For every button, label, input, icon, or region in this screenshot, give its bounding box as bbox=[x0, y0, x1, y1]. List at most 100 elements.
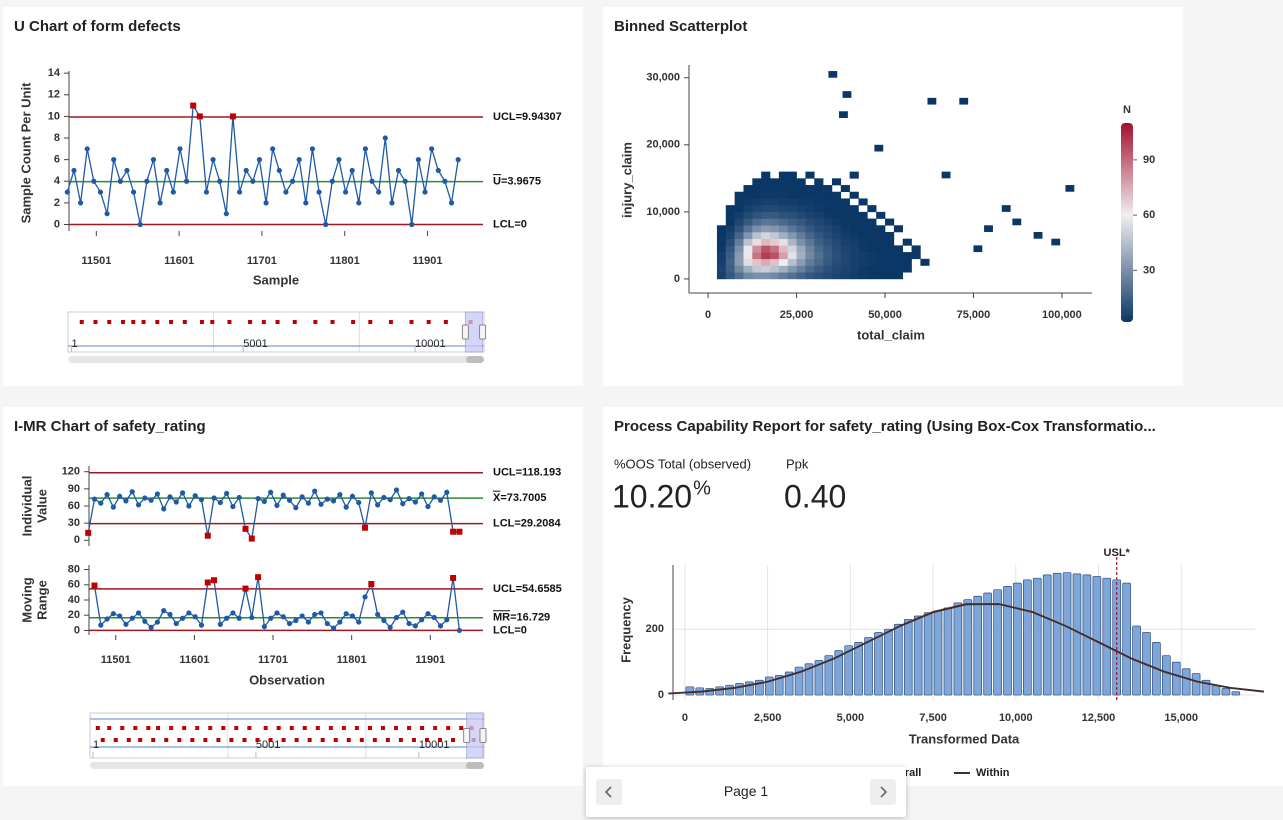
bin-cell bbox=[840, 231, 850, 239]
legend-label: Within bbox=[976, 767, 1010, 779]
bin-cell bbox=[885, 238, 895, 246]
bin-cell bbox=[761, 265, 771, 273]
bin-cell bbox=[858, 225, 868, 233]
bin-cell bbox=[831, 265, 842, 273]
navigator-flag bbox=[330, 320, 335, 324]
x-tick-label: 11901 bbox=[415, 654, 445, 666]
navigator-tick-label: 5001 bbox=[256, 739, 280, 751]
point bbox=[276, 167, 282, 174]
navigator-flag bbox=[385, 738, 390, 742]
bin-cell bbox=[734, 252, 744, 260]
histogram-bar bbox=[784, 671, 794, 696]
bin-cell bbox=[787, 245, 797, 253]
bin-cell bbox=[814, 218, 824, 226]
point bbox=[349, 167, 355, 174]
histogram-bar bbox=[1032, 577, 1042, 696]
bin-cell bbox=[814, 198, 824, 206]
bin-cell bbox=[831, 198, 842, 206]
alarm-point bbox=[91, 582, 98, 589]
point bbox=[77, 200, 84, 206]
bin-cell bbox=[849, 191, 859, 199]
x-axis-label: total_claim bbox=[857, 327, 925, 342]
bin-cell bbox=[716, 252, 727, 260]
point bbox=[437, 623, 444, 629]
x-tick-label: 75,000 bbox=[957, 309, 991, 321]
bin-cell bbox=[796, 245, 806, 253]
limit-label: LCL=29.2084 bbox=[493, 518, 561, 530]
point bbox=[349, 493, 356, 499]
bin-cell bbox=[858, 272, 868, 280]
x-tick-label: 2,500 bbox=[754, 712, 782, 724]
bin-cell bbox=[885, 231, 895, 239]
y-axis-label: injury_claim bbox=[619, 142, 634, 218]
bin-cell bbox=[823, 258, 833, 266]
navigator-flag bbox=[292, 320, 297, 324]
bin-cell bbox=[796, 225, 806, 233]
prev-page-button[interactable] bbox=[596, 779, 622, 805]
bin-cell bbox=[814, 272, 824, 280]
bin-cell bbox=[743, 245, 753, 253]
navigator-flag bbox=[443, 320, 448, 324]
x-tick-label: 10,000 bbox=[999, 712, 1033, 724]
bin-cell bbox=[734, 231, 744, 239]
bin-cell bbox=[778, 185, 789, 193]
bin-cell bbox=[823, 272, 833, 280]
point bbox=[400, 609, 406, 615]
bin-cell bbox=[787, 191, 797, 199]
navigator-flag bbox=[141, 320, 146, 324]
navigator-flag bbox=[380, 726, 385, 730]
bin-cell bbox=[849, 272, 859, 280]
bin-cell bbox=[796, 252, 806, 260]
bin-cell bbox=[725, 258, 735, 266]
histogram-bar bbox=[894, 623, 903, 696]
point bbox=[154, 491, 161, 497]
bin-cell bbox=[814, 225, 824, 233]
point bbox=[186, 610, 192, 616]
navigator-flag bbox=[346, 738, 351, 742]
page-label: Page 1 bbox=[723, 783, 769, 799]
bin-cell bbox=[805, 225, 815, 233]
histogram-bar bbox=[834, 650, 844, 696]
point bbox=[393, 487, 400, 493]
bin-cell bbox=[743, 258, 753, 266]
alarm-point bbox=[196, 113, 203, 120]
navigator-flag bbox=[359, 738, 364, 742]
bin-cell bbox=[867, 252, 877, 260]
point bbox=[409, 221, 415, 228]
navigator-flag bbox=[199, 320, 204, 324]
point bbox=[117, 178, 123, 184]
histogram-bar bbox=[1231, 691, 1241, 696]
bin-cell bbox=[828, 71, 838, 78]
histogram-bar bbox=[854, 642, 863, 696]
bin-cell bbox=[823, 198, 833, 206]
bin-cell bbox=[885, 245, 895, 253]
x-tick-label: 15,000 bbox=[1164, 712, 1198, 724]
point bbox=[261, 624, 267, 630]
histogram-bar bbox=[993, 589, 1002, 696]
navigator-handle bbox=[479, 728, 487, 743]
bin-cell bbox=[840, 252, 850, 260]
point bbox=[422, 189, 428, 195]
navigator-flag bbox=[409, 320, 414, 324]
bin-cell bbox=[814, 191, 824, 199]
y-tick-label: 6 bbox=[54, 154, 60, 166]
point bbox=[224, 490, 230, 497]
limit-label: LCL=0 bbox=[493, 624, 527, 636]
navigator-flag bbox=[276, 726, 281, 730]
bin-cell bbox=[787, 238, 797, 246]
point bbox=[217, 499, 223, 506]
alarm-point bbox=[362, 524, 369, 531]
histogram-bar bbox=[953, 602, 963, 696]
bin-cell bbox=[725, 205, 735, 213]
bin-cell bbox=[840, 238, 850, 246]
point bbox=[412, 623, 418, 629]
bin-cell bbox=[814, 245, 824, 253]
bin-cell bbox=[823, 252, 833, 260]
bin-cell bbox=[831, 205, 842, 213]
point bbox=[456, 627, 463, 634]
bin-cell bbox=[849, 218, 859, 226]
bin-cell bbox=[867, 231, 877, 239]
bin-cell bbox=[814, 252, 824, 260]
next-page-button[interactable] bbox=[870, 779, 896, 805]
